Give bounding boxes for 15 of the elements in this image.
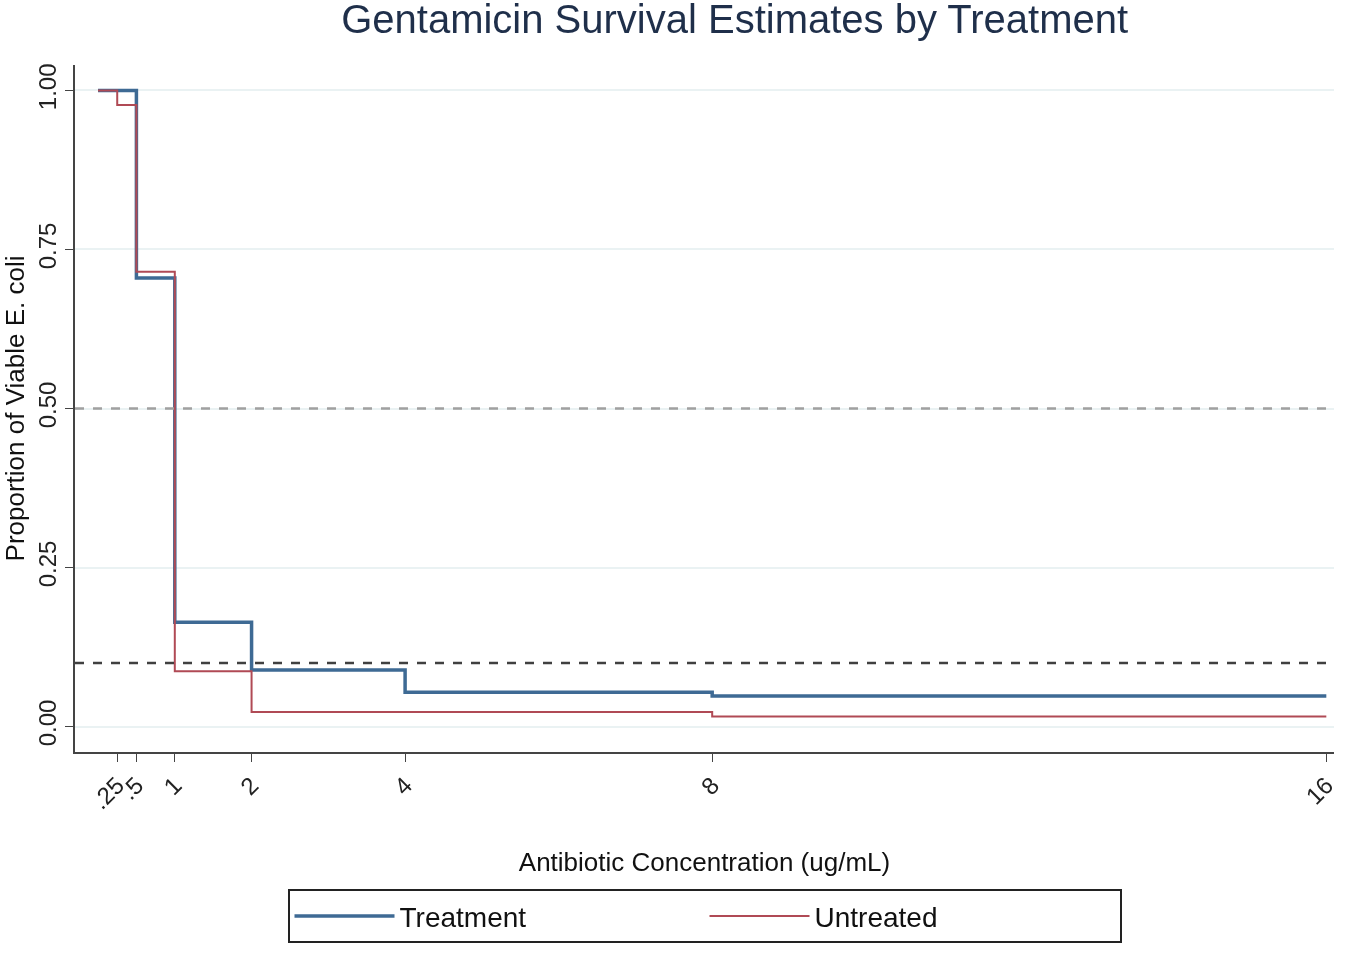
x-tick-label: 4 bbox=[388, 771, 418, 801]
x-tick-label: 2 bbox=[235, 771, 264, 801]
y-tick-label: 0.00 bbox=[33, 699, 61, 747]
y-tick-label: 0.25 bbox=[33, 540, 61, 588]
y-tick-label: 0.75 bbox=[33, 222, 61, 270]
x-tick-label: 16 bbox=[1300, 771, 1339, 810]
y-tick-label: 1.00 bbox=[33, 63, 61, 111]
x-tick-label: 1 bbox=[158, 771, 187, 801]
x-tick-label: 8 bbox=[695, 771, 725, 801]
legend-label: Untreated bbox=[814, 902, 938, 934]
chart-title: Gentamicin Survival Estimates by Treatment bbox=[341, 0, 1129, 41]
x-axis-title: Antibiotic Concentration (ug/mL) bbox=[518, 847, 891, 878]
y-tick-label: 0.50 bbox=[33, 381, 61, 429]
legend-label: Treatment bbox=[399, 902, 527, 934]
y-axis-title: Proportion of Viable E. coli bbox=[0, 255, 30, 562]
